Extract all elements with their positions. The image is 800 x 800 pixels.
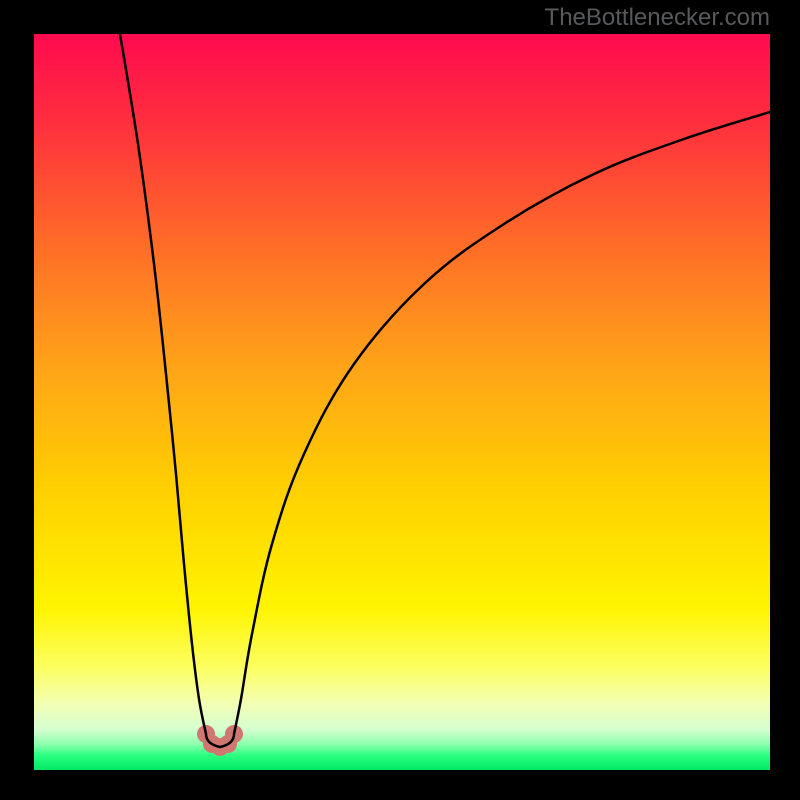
watermark-text: TheBottlenecker.com xyxy=(545,4,770,32)
chart-frame: TheBottlenecker.com xyxy=(0,0,800,800)
bottleneck-curve xyxy=(120,34,770,747)
curve-overlay xyxy=(34,34,770,770)
plot-area xyxy=(34,34,770,770)
